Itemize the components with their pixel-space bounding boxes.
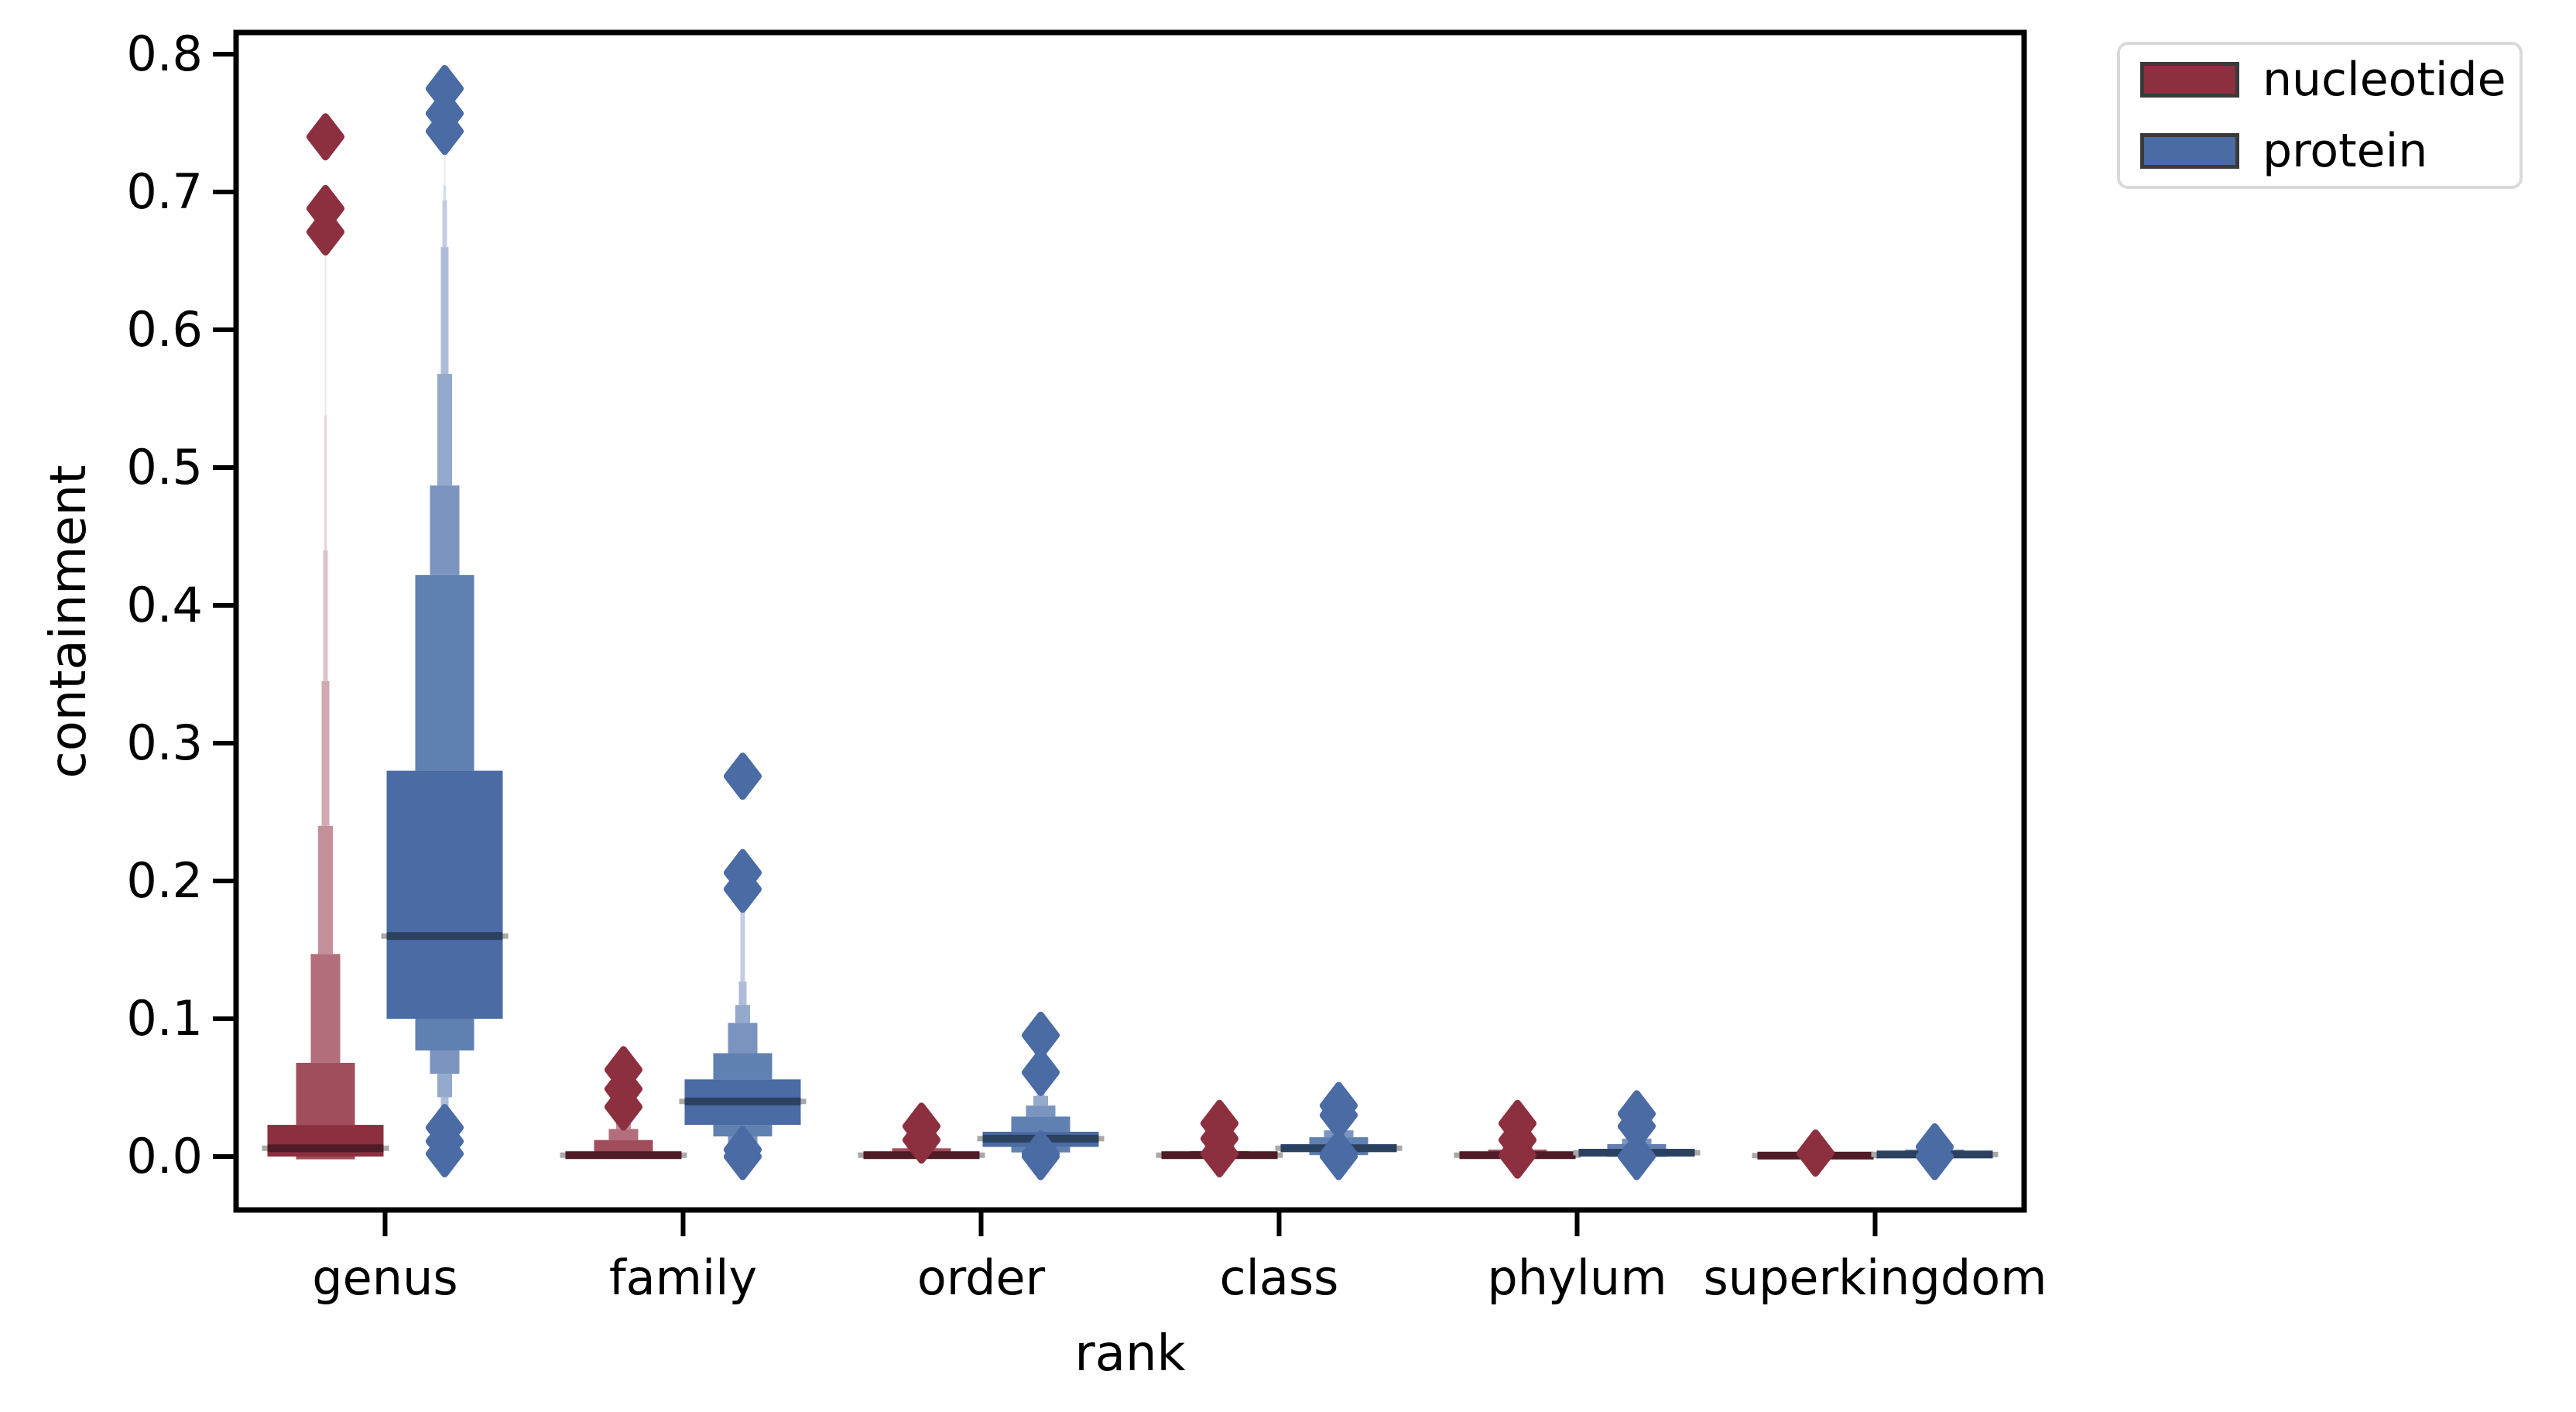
nucleotide-genus-outlier-diamond — [307, 208, 344, 256]
y-axis-title: containment — [40, 464, 98, 779]
protein-family-box — [738, 981, 747, 1006]
y-tick-label: 0.3 — [126, 715, 203, 771]
nucleotide-family-box — [608, 1129, 639, 1140]
axes-spines — [233, 29, 2027, 1213]
nucleotide-family-median-line — [565, 1151, 682, 1160]
protein-genus-box — [386, 770, 503, 1019]
protein-family-box — [713, 1053, 772, 1080]
protein-order-box — [1033, 1095, 1048, 1106]
protein-family-outlier-diamond — [724, 1133, 762, 1181]
protein-family-box — [735, 1005, 750, 1023]
nucleotide-genus-box — [318, 825, 333, 954]
nucleotide-order-outlier-diamond — [903, 1116, 940, 1164]
protein-genus-outlier-diamond — [426, 1129, 464, 1177]
legend: nucleotide protein — [2117, 42, 2523, 189]
y-tick-label: 0.2 — [126, 852, 203, 909]
nucleotide-genus-box — [296, 1157, 355, 1160]
protein-family-median-line — [684, 1097, 801, 1105]
nucleotide-phylum-outlier-diamond — [1499, 1131, 1536, 1179]
legend-item-nucleotide: nucleotide — [2140, 57, 2506, 103]
y-tick-label: 0.8 — [126, 26, 203, 82]
protein-genus-box — [437, 1074, 452, 1098]
nucleotide-genus-box — [324, 254, 327, 416]
nucleotide-genus-box — [323, 550, 328, 681]
nucleotide-family-box — [594, 1140, 653, 1154]
x-tick-label-superkingdom: superkingdom — [1703, 1249, 2047, 1306]
y-tick-label: 0.0 — [126, 1128, 203, 1184]
protein-genus-outlier-diamond — [426, 108, 464, 156]
x-tick-label-family: family — [609, 1249, 757, 1306]
protein-family-outlier-diamond — [724, 865, 762, 913]
nucleotide-genus-median-line — [267, 1144, 384, 1153]
y-tick-label: 0.4 — [126, 577, 203, 633]
nucleotide-genus-box — [296, 1062, 355, 1126]
protein-genus-box — [443, 185, 447, 200]
protein-order-box — [1011, 1116, 1070, 1132]
y-tick-label: 0.5 — [126, 439, 203, 495]
protein-genus-box — [415, 574, 474, 771]
protein-order-box — [1026, 1105, 1056, 1117]
x-tick-label-genus: genus — [312, 1249, 457, 1306]
protein-genus-box — [430, 485, 460, 575]
protein-family-box — [740, 911, 745, 982]
legend-label: nucleotide — [2263, 53, 2506, 107]
protein-swatch-icon — [2140, 133, 2239, 169]
nucleotide-superkingdom-outlier-diamond — [1797, 1129, 1834, 1177]
protein-family-box — [728, 1023, 758, 1054]
protein-genus-box — [442, 200, 447, 248]
nucleotide-genus-box — [321, 680, 330, 826]
protein-family-outlier-diamond — [724, 752, 762, 800]
protein-genus-box — [440, 247, 449, 374]
protein-genus-box — [437, 373, 452, 486]
protein-order-outlier-diamond — [1022, 1048, 1060, 1096]
protein-genus-box — [444, 146, 446, 186]
nucleotide-genus-box — [310, 954, 341, 1063]
protein-genus-median-line — [386, 932, 503, 941]
nucleotide-class-outlier-diamond — [1201, 1129, 1238, 1177]
y-tick-label: 0.7 — [126, 163, 203, 220]
y-tick-label: 0.1 — [126, 990, 203, 1047]
protein-genus-box — [415, 1019, 474, 1050]
protein-phylum-outlier-diamond — [1618, 1133, 1656, 1181]
x-tick-label-phylum: phylum — [1487, 1249, 1667, 1306]
nucleotide-genus-outlier-diamond — [307, 113, 344, 161]
protein-class-outlier-diamond — [1320, 1133, 1358, 1181]
legend-label: protein — [2263, 124, 2428, 178]
y-tick-label: 0.6 — [126, 301, 203, 358]
x-tick-label-order: order — [917, 1249, 1046, 1306]
nucleotide-family-outlier-diamond — [605, 1083, 642, 1131]
x-axis-title: rank — [1074, 1325, 1186, 1383]
x-tick-label-class: class — [1220, 1249, 1339, 1306]
protein-genus-box — [430, 1050, 460, 1074]
protein-superkingdom-outlier-diamond — [1916, 1133, 1954, 1181]
nucleotide-genus-box — [324, 415, 327, 550]
legend-item-protein: protein — [2140, 128, 2499, 174]
nucleotide-swatch-icon — [2140, 62, 2239, 98]
protein-order-outlier-diamond — [1022, 1133, 1060, 1181]
